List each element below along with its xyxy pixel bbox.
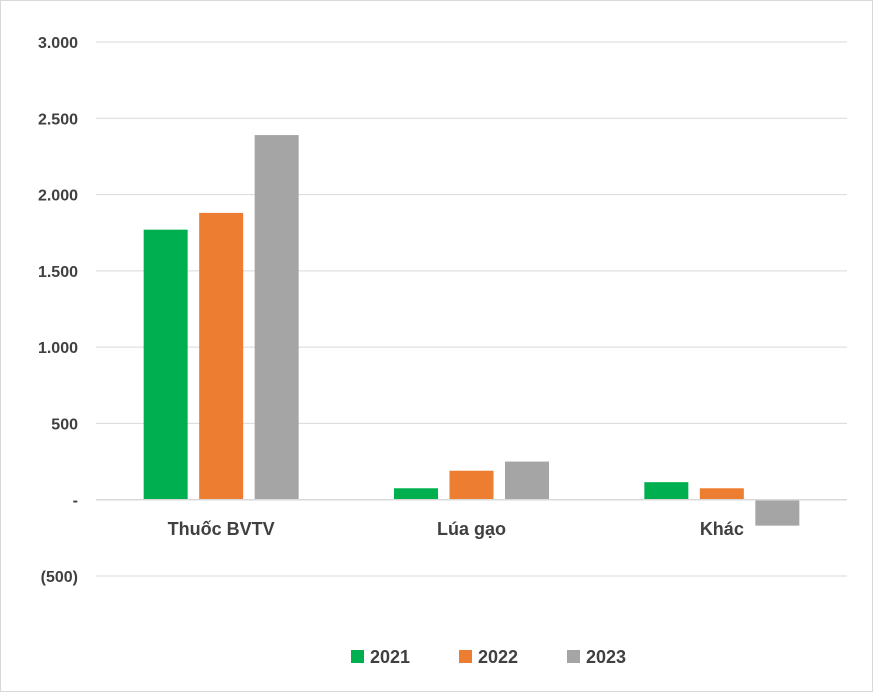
bar-2022 [699, 488, 744, 500]
bar-2021 [394, 488, 438, 500]
bar-2022 [449, 470, 494, 500]
bar-2023 [755, 499, 800, 526]
y-tick-label: 2.000 [38, 188, 78, 205]
x-category-label: Thuốc BVTV [168, 519, 275, 539]
bar-2022 [199, 212, 244, 500]
legend-swatch [459, 650, 472, 663]
legend-item: 2022 [459, 647, 518, 667]
x-category-label: Lúa gạo [437, 519, 506, 539]
legend-swatch [567, 650, 580, 663]
legend-label: 2021 [370, 647, 410, 667]
legend: 2021 2022 2023 [351, 647, 626, 667]
legend-item: 2023 [567, 647, 626, 667]
bar-2021 [143, 229, 188, 500]
y-tick-label: 2.500 [38, 111, 78, 128]
legend-label: 2023 [586, 647, 626, 667]
y-tick-label: 1.500 [38, 264, 78, 281]
bars [143, 135, 800, 526]
bar-2023 [254, 135, 299, 500]
legend-item: 2021 [351, 647, 410, 667]
bar-2021 [644, 482, 689, 500]
y-tick-label: 3.000 [38, 35, 78, 52]
y-tick-label: - [73, 493, 78, 510]
legend-label: 2022 [478, 647, 518, 667]
bar-2023 [505, 461, 549, 500]
x-axis-categories: Thuốc BVTV Lúa gạo Khác [168, 519, 744, 539]
y-axis-ticks: 3.000 2.500 2.000 1.500 1.000 500 - (500) [38, 35, 78, 586]
x-category-label: Khác [700, 519, 744, 539]
legend-swatch [351, 650, 364, 663]
y-tick-label: (500) [41, 569, 78, 586]
y-tick-label: 1.000 [38, 340, 78, 357]
y-tick-label: 500 [51, 416, 78, 433]
